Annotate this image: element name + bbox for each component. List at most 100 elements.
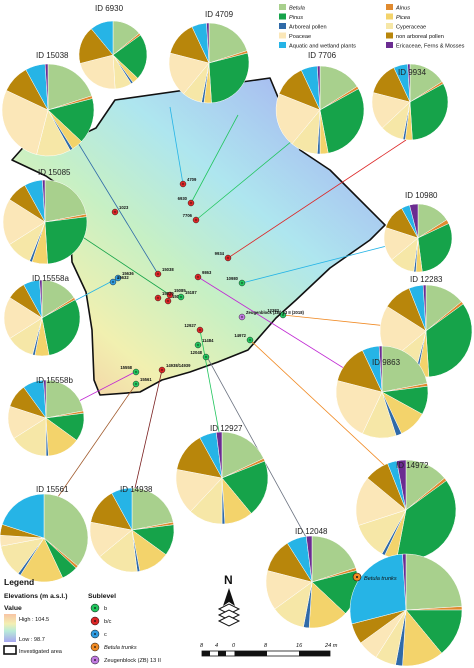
taxa-swatch-arboreal [279,23,286,29]
taxa-label-ericaceae: Ericaceae, Ferns & Mosses [396,44,465,50]
sample-point-label: 15558 [120,365,132,370]
taxa-swatch-pinus [279,13,286,20]
elevation-low: Low : 98.7 [19,637,45,643]
pie-slice-picea [20,537,64,583]
pie-slice-betula [311,535,357,583]
sample-point: 9863 [194,270,212,281]
pie-slice-poaceae [1,90,49,155]
pie-chart [349,553,463,667]
sample-point: 15561 [132,377,152,388]
sample-point: 12283 [267,308,287,319]
sample-point-label: 9863 [202,270,212,275]
sample-point-label: 14972 [234,333,246,338]
sublevel-label: Zeugenblock (ZB) 13 II [104,658,161,664]
pie-slice-pinus [221,460,269,514]
sample-point: 14938/14939 [158,363,191,374]
taxa-swatch-picea [386,13,393,20]
sample-point-label: 15636 [122,271,134,276]
sample-point-label: 7706 [183,213,193,218]
scale-label-5: 24 m [324,643,338,649]
pie-slice-ericaceae [402,553,407,611]
pie-slice-pinus [112,34,148,79]
pie-chart: ID 15558a [3,274,81,357]
sublevel-label: Betula trunks [104,645,137,651]
sample-point-label: 1023 [119,205,129,210]
sample-point-label: 15561 [140,377,152,382]
sample-point-label: 4709 [187,177,197,182]
pie-chart: ID 14938 [89,485,175,573]
pie-id-label: ID 14938 [120,485,153,494]
pie-slice-betula [381,345,428,393]
value-label: Value [4,605,22,612]
pie-slice-ericaceae [316,65,321,111]
pie-charts: ID 6930 ID 4709 ID 15038 ID 7706 ID 9934 ID 1… [0,4,473,667]
pie-slice-pinus [425,303,473,378]
taxa-swatch-ericaceae [386,42,393,48]
taxa-label-pinus: Pinus [289,15,303,21]
pie-slice-aquatic [90,20,114,56]
pie-slice-poaceae [335,380,383,434]
pie-slice-ericaceae [43,379,47,419]
pie-slice-pinus [417,223,453,273]
taxa-swatch-nonarboreal [386,32,393,39]
sample-point-label: 12927 [184,323,196,328]
sublevel-label: c [104,632,107,638]
taxa-swatch-alnus [386,4,393,10]
pie-slice-betula [208,22,248,64]
taxa-swatch-betula [279,4,286,10]
pie-slice-aquatic [111,487,133,531]
taxa-label-nonarboreal: non arboreal pollen [396,34,444,40]
pie-slice-poaceae [175,469,223,512]
pie-slice-pinus [319,88,365,154]
pie-slice-ericaceae [409,203,419,239]
pie-slice-pinus [47,98,95,142]
pie-slice-betula [319,65,358,111]
sample-point: 12927 [184,323,204,334]
pie-id-label: ID 12283 [410,275,443,284]
sample-point: 4709 [179,177,197,188]
pie-slice-ericaceae [42,179,46,223]
scale-label-2: 0 [232,643,236,649]
pie-slice-ericaceae [305,535,313,583]
sample-point: 1023 [111,205,129,216]
pie-id-label: ID 15558a [32,274,69,283]
taxa-swatch-poaceae [279,32,286,39]
sample-point-label: 12283 [267,308,279,313]
sample-point: 11484 [194,338,214,349]
pie-chart: ID 7706 [275,51,365,155]
pie-slice-ericaceae [39,279,43,319]
sample-point: 15085 [166,288,186,299]
taxa-label-arboreal: Arboreal pollen [289,25,327,31]
pie-slice-ericaceae [215,431,223,479]
taxa-swatch-aquatic [279,42,286,48]
sample-point: 12048 [190,350,210,361]
sample-point-label: 11484 [202,338,214,343]
sample-point: 10980 [226,276,246,287]
pie-id-label: ID 14972 [396,461,429,470]
pie-id-label: ID 15085 [38,168,71,177]
betula-trunks-label: Betula trunks [364,576,397,582]
sublevel-label: b [104,606,107,612]
pie-chart: ID 4709 [168,10,250,104]
taxa-label-betula: Betula [289,6,305,12]
pie-id-label: ID 15561 [36,485,69,494]
pie-slice-poaceae [79,54,116,90]
pie-slice-betula [43,493,89,567]
pie-id-label: ID 10980 [405,191,438,200]
pie-slice-ericaceae [396,459,407,511]
north-arrow-icon [223,588,235,606]
elevation-title: Elevations (m a.s.l.) [4,593,67,600]
pie-slice-poaceae [2,199,46,245]
pie-chart: ID 9934 [371,63,449,141]
pie-slice-ericaceae [407,63,411,103]
investigated-swatch [3,645,17,655]
taxa-swatch-cyperaceae [386,23,393,29]
investigated-area [11,77,386,396]
sample-point: Zeugenblock (ZB) 13 II (2018) [238,310,305,321]
sample-point-label: 14938/14939 [166,363,191,368]
pie-slice-betula [44,179,87,223]
sample-point-label: Zeugenblock (ZB) 13 II (2018) [246,310,305,315]
pie-id-label: ID 15558b [36,376,73,385]
